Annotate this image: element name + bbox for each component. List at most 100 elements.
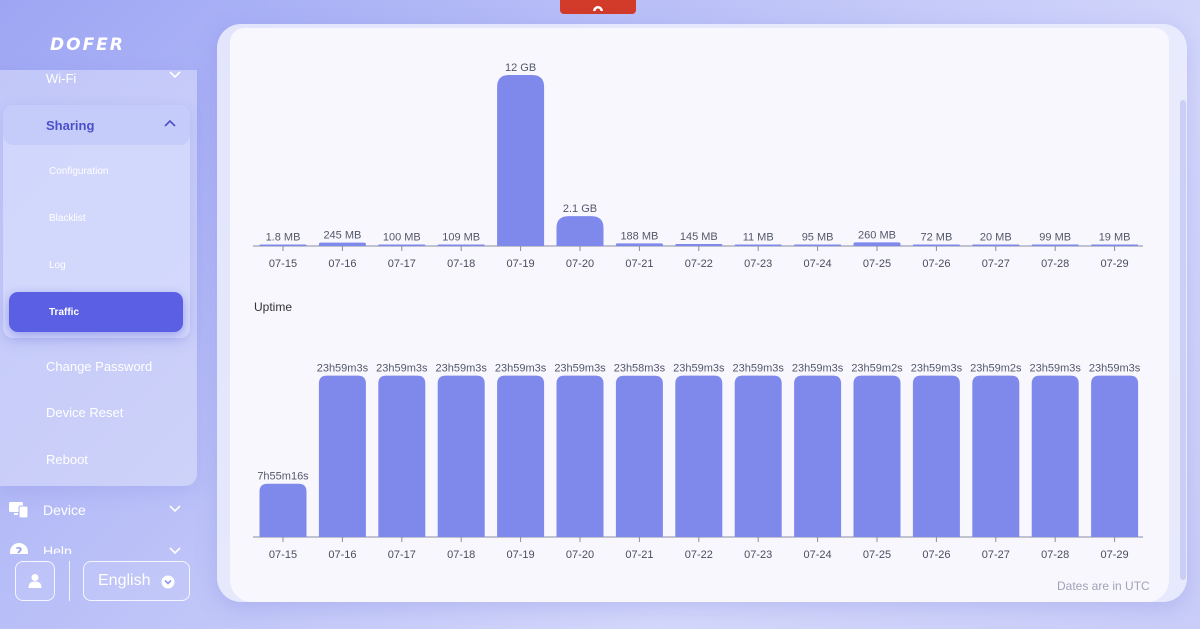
traffic-bar-07-29 bbox=[1091, 244, 1139, 246]
brand-logo: DOFER bbox=[50, 35, 125, 54]
top-handle[interactable] bbox=[560, 0, 636, 14]
traffic-tick-label-07-24: 07-24 bbox=[804, 258, 832, 270]
traffic-value-label-07-29: 19 MB bbox=[1099, 232, 1131, 244]
traffic-bar-07-15 bbox=[259, 244, 307, 246]
uptime-bar-07-16 bbox=[318, 375, 366, 537]
drag-handle-icon bbox=[593, 6, 603, 11]
sidebar-item-sharing[interactable]: Sharing bbox=[3, 105, 190, 145]
uptime-value-label-07-21: 23h58m3s bbox=[614, 363, 666, 375]
traffic-value-label-07-18: 109 MB bbox=[442, 231, 480, 243]
uptime-tick-label-07-24: 07-24 bbox=[804, 549, 832, 561]
language-select-value: English bbox=[98, 572, 151, 589]
uptime-bar-07-21 bbox=[615, 375, 663, 537]
sidebar-item-change-password-label: Change Password bbox=[46, 358, 153, 374]
uptime-bar-07-26 bbox=[912, 375, 960, 537]
brand-logo-text: DOFER bbox=[50, 35, 125, 54]
sidebar-item-change-password[interactable]: Change Password bbox=[0, 346, 197, 386]
uptime-bar-07-24 bbox=[794, 375, 842, 537]
uptime-tick-label-07-16: 07-16 bbox=[328, 549, 356, 561]
main-scrollbar[interactable] bbox=[1180, 100, 1186, 580]
chevron-down-icon bbox=[169, 71, 181, 79]
uptime-bar-07-15 bbox=[259, 483, 307, 537]
uptime-value-label-07-23: 23h59m3s bbox=[733, 363, 785, 375]
uptime-value-label-07-17: 23h59m3s bbox=[376, 363, 428, 375]
traffic-tick-label-07-23: 07-23 bbox=[744, 258, 772, 270]
uptime-value-label-07-19: 23h59m3s bbox=[495, 363, 547, 375]
traffic-value-label-07-27: 20 MB bbox=[980, 232, 1012, 244]
uptime-value-label-07-25: 23h59m2s bbox=[851, 363, 903, 375]
sidebar-item-wifi-label: Wi-Fi bbox=[46, 70, 77, 86]
uptime-value-label-07-20: 23h59m3s bbox=[554, 363, 606, 375]
uptime-bar-07-17 bbox=[378, 375, 426, 537]
traffic-tick-label-07-18: 07-18 bbox=[447, 258, 475, 270]
uptime-tick-label-07-22: 07-22 bbox=[685, 549, 713, 561]
uptime-tick-label-07-20: 07-20 bbox=[566, 549, 594, 561]
traffic-bar-07-17 bbox=[378, 244, 426, 246]
traffic-tick-label-07-25: 07-25 bbox=[863, 258, 891, 270]
uptime-bar-07-23 bbox=[734, 375, 782, 537]
traffic-value-label-07-21: 188 MB bbox=[620, 230, 658, 242]
traffic-tick-label-07-28: 07-28 bbox=[1041, 258, 1069, 270]
traffic-value-label-07-16: 245 MB bbox=[323, 230, 361, 242]
bottom-divider bbox=[69, 561, 70, 601]
chevron-down-icon bbox=[169, 505, 181, 513]
submenu-item-traffic[interactable]: Traffic bbox=[9, 292, 183, 332]
uptime-value-label-07-15: 7h55m16s bbox=[257, 471, 309, 483]
sidebar-item-device-label: Device bbox=[43, 502, 86, 518]
traffic-bar-07-24 bbox=[794, 244, 842, 246]
language-select[interactable]: English bbox=[83, 561, 190, 601]
uptime-bar-07-28 bbox=[1031, 375, 1079, 537]
uptime-value-label-07-24: 23h59m3s bbox=[792, 363, 844, 375]
submenu-item-log[interactable]: Log bbox=[49, 260, 66, 271]
traffic-bar-07-23 bbox=[734, 244, 782, 246]
user-icon bbox=[28, 574, 42, 588]
uptime-tick-label-07-28: 07-28 bbox=[1041, 549, 1069, 561]
traffic-bar-07-16 bbox=[318, 242, 366, 246]
uptime-bar-07-25 bbox=[853, 375, 901, 537]
sidebar-item-device-reset[interactable]: Device Reset bbox=[0, 392, 197, 432]
traffic-tick-label-07-21: 07-21 bbox=[625, 258, 653, 270]
traffic-bar-07-18 bbox=[437, 244, 485, 246]
traffic-bar-07-20 bbox=[556, 216, 604, 246]
traffic-value-label-07-23: 11 MB bbox=[743, 232, 774, 244]
traffic-tick-label-07-15: 07-15 bbox=[269, 258, 297, 270]
user-account-button[interactable] bbox=[15, 561, 55, 601]
uptime-value-label-07-22: 23h59m3s bbox=[673, 363, 725, 375]
uptime-bar-07-18 bbox=[437, 375, 485, 537]
traffic-tick-label-07-19: 07-19 bbox=[507, 258, 535, 270]
sharing-submenu: Sharing Configuration Blacklist Log Traf… bbox=[3, 105, 190, 338]
traffic-value-label-07-19: 12 GB bbox=[505, 62, 536, 74]
submenu-item-blacklist[interactable]: Blacklist bbox=[49, 213, 86, 224]
chevron-down-icon bbox=[169, 547, 181, 554]
traffic-tick-label-07-20: 07-20 bbox=[566, 258, 594, 270]
uptime-bar-07-29 bbox=[1091, 375, 1139, 537]
uptime-value-label-07-29: 23h59m3s bbox=[1089, 363, 1141, 375]
uptime-tick-label-07-17: 07-17 bbox=[388, 549, 416, 561]
traffic-value-label-07-24: 95 MB bbox=[802, 232, 834, 244]
sidebar-item-wifi[interactable]: Wi-Fi bbox=[0, 58, 197, 98]
traffic-tick-label-07-16: 07-16 bbox=[328, 258, 356, 270]
uptime-bar-07-22 bbox=[675, 375, 723, 537]
sidebar-menu: Wi-Fi Sharing Configuration Blacklist Lo… bbox=[0, 70, 197, 486]
uptime-tick-label-07-26: 07-26 bbox=[922, 549, 950, 561]
uptime-bar-07-20 bbox=[556, 375, 604, 537]
uptime-value-label-07-27: 23h59m2s bbox=[970, 363, 1022, 375]
traffic-value-label-07-25: 260 MB bbox=[858, 229, 896, 241]
traffic-bar-07-26 bbox=[912, 244, 960, 246]
uptime-value-label-07-16: 23h59m3s bbox=[317, 363, 369, 375]
uptime-bar-07-19 bbox=[497, 375, 545, 537]
uptime-bar-07-27 bbox=[972, 375, 1020, 537]
uptime-value-label-07-18: 23h59m3s bbox=[436, 363, 488, 375]
sidebar-item-help[interactable]: ? Help bbox=[0, 538, 197, 554]
sidebar-item-reboot[interactable]: Reboot bbox=[0, 439, 197, 479]
uptime-tick-label-07-21: 07-21 bbox=[625, 549, 653, 561]
traffic-tick-label-07-27: 07-27 bbox=[982, 258, 1010, 270]
traffic-tick-label-07-17: 07-17 bbox=[388, 258, 416, 270]
uptime-tick-label-07-19: 07-19 bbox=[507, 549, 535, 561]
sidebar-item-device[interactable]: Device bbox=[0, 495, 197, 525]
traffic-bar-07-21 bbox=[615, 243, 663, 246]
traffic-tick-label-07-26: 07-26 bbox=[922, 258, 950, 270]
submenu-item-configuration[interactable]: Configuration bbox=[49, 166, 109, 177]
sidebar-item-help-label: Help bbox=[43, 543, 72, 554]
